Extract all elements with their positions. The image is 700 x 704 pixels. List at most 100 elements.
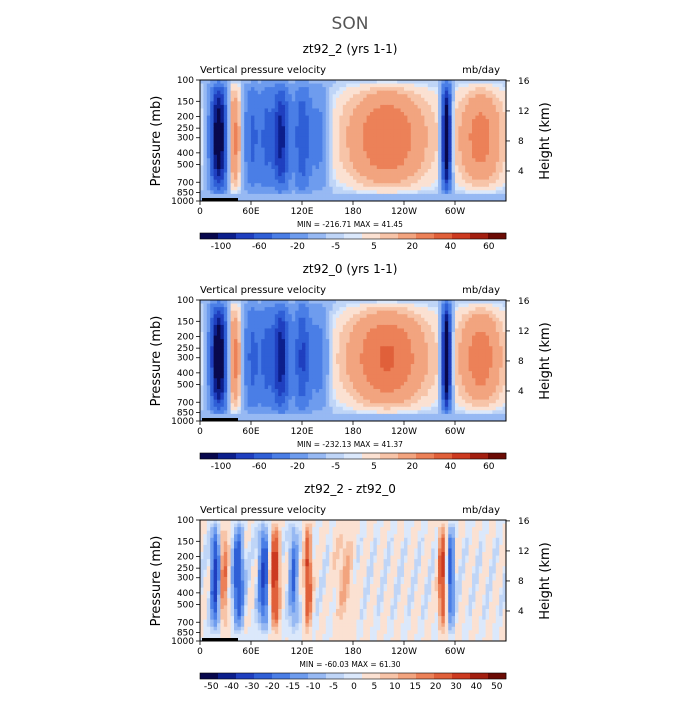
panel-3-colorbar-swatch bbox=[344, 673, 362, 679]
panel-3-xtick-label: 120E bbox=[291, 647, 314, 657]
panel-3-ytick-label: 300 bbox=[177, 574, 194, 584]
panel-2-ytick-label: 300 bbox=[177, 354, 194, 364]
panel-3-colorbar-swatch bbox=[290, 673, 308, 679]
figure-title: SON bbox=[332, 14, 369, 34]
panel-3-colorbar-label: -30 bbox=[245, 682, 260, 692]
panel-1-field bbox=[200, 80, 506, 201]
panel-1-colorbar-swatch bbox=[254, 233, 272, 239]
panel-3-ytick-label: 500 bbox=[177, 601, 194, 611]
panel-1-ytick-label: 200 bbox=[177, 112, 194, 122]
panel-3-y2tick-label: 4 bbox=[518, 607, 524, 617]
panel-1-ytick-label: 400 bbox=[177, 149, 194, 159]
panel-2-ytick-label: 200 bbox=[177, 332, 194, 342]
panel-3-colorbar-swatch bbox=[380, 673, 398, 679]
panel-2-y2tick-label: 8 bbox=[518, 357, 524, 367]
panel-3-y2label: Height (km) bbox=[538, 542, 553, 619]
panel-2-ytick-label: 700 bbox=[177, 398, 194, 408]
panel-2-colorbar-label: -100 bbox=[211, 462, 232, 472]
panel-2-colorbar-swatch bbox=[326, 453, 344, 459]
panel-3: zt92_2 - zt92_0 Vertical pressure veloci… bbox=[149, 482, 553, 692]
panel-1-colorbar-label: -5 bbox=[331, 242, 340, 252]
panel-1: zt92_2 (yrs 1-1) Vertical pressure veloc… bbox=[149, 42, 553, 252]
panel-1-y2tick-label: 12 bbox=[518, 107, 529, 117]
panel-3-stats: MIN = -60.03 MAX = 61.30 bbox=[299, 660, 400, 669]
panel-2-xtick-label: 120W bbox=[391, 427, 417, 437]
panel-3-colorbar-swatch bbox=[416, 673, 434, 679]
panel-3-xtick-label: 60E bbox=[242, 647, 259, 657]
panel-2-y2tick-label: 12 bbox=[518, 327, 529, 337]
panel-3-colorbar-swatch bbox=[326, 673, 344, 679]
panel-3-colorbar-swatch bbox=[236, 673, 254, 679]
panel-2-colorbar-swatch bbox=[452, 453, 470, 459]
panel-2-colorbar-swatch bbox=[254, 453, 272, 459]
panel-3-colorbar-swatch bbox=[398, 673, 416, 679]
panel-1-y2tick-label: 4 bbox=[518, 167, 524, 177]
panel-3-y2tick-label: 12 bbox=[518, 547, 529, 557]
panel-1-colorbar-label: -60 bbox=[252, 242, 267, 252]
panel-3-colorbar-label: 5 bbox=[372, 682, 378, 692]
panel-2-ytick-label: 500 bbox=[177, 381, 194, 391]
panel-1-ytick-label: 700 bbox=[177, 178, 194, 188]
panel-1-xtick-label: 120E bbox=[291, 207, 314, 217]
panel-2-colorbar-swatch bbox=[344, 453, 362, 459]
panel-1-colorbar-label: 20 bbox=[407, 242, 419, 252]
panel-2-colorbar-swatch bbox=[362, 453, 380, 459]
panel-2-ytick-label: 100 bbox=[177, 296, 194, 306]
panel-2-y2tick-label: 16 bbox=[518, 297, 530, 307]
panel-3-colorbar-swatch bbox=[470, 673, 488, 679]
panel-1-colorbar-swatch bbox=[434, 233, 452, 239]
panel-3-y2tick-label: 16 bbox=[518, 517, 530, 527]
panel-1-xtick-label: 60E bbox=[242, 207, 259, 217]
panel-1-colorbar-swatch bbox=[380, 233, 398, 239]
panel-1-colorbar-swatch bbox=[272, 233, 290, 239]
panel-1-colorbar-swatch bbox=[470, 233, 488, 239]
panel-2-colorbar-swatch bbox=[236, 453, 254, 459]
panel-2-xtick-label: 60W bbox=[445, 427, 465, 437]
panel-2-colorbar-swatch bbox=[398, 453, 416, 459]
panel-1-ytick-label: 500 bbox=[177, 161, 194, 171]
panel-1-ytick-label: 250 bbox=[177, 124, 194, 134]
panel-3-ytick-label: 150 bbox=[177, 537, 194, 547]
panel-2-colorbar-label: -60 bbox=[252, 462, 267, 472]
panel-3-colorbar-label: -40 bbox=[224, 682, 239, 692]
panel-1-colorbar-swatch bbox=[452, 233, 470, 239]
panel-2-colorbar-swatch bbox=[416, 453, 434, 459]
panel-3-colorbar-label: 40 bbox=[471, 682, 483, 692]
panel-1-colorbar-label: 60 bbox=[483, 242, 495, 252]
panel-1-colorbar-swatch bbox=[488, 233, 506, 239]
panel-3-colorbar-swatch bbox=[434, 673, 452, 679]
panel-1-colorbar-swatch bbox=[362, 233, 380, 239]
panel-2-colorbar-swatch bbox=[470, 453, 488, 459]
panel-1-colorbar-swatch bbox=[200, 233, 218, 239]
panel-2-field bbox=[200, 300, 506, 421]
panel-3-ytick-label: 1000 bbox=[171, 637, 194, 647]
panel-1-colorbar-label: 40 bbox=[445, 242, 457, 252]
panel-1-xtick-label: 60W bbox=[445, 207, 465, 217]
panel-2-xtick-label: 60E bbox=[242, 427, 259, 437]
panel-3-xtick-label: 60W bbox=[445, 647, 465, 657]
panel-1-ytick-label: 1000 bbox=[171, 197, 194, 207]
panel-2-colorbar-label: -20 bbox=[290, 462, 305, 472]
panel-3-colorbar-label: -50 bbox=[204, 682, 219, 692]
panel-3-colorbar-swatch bbox=[272, 673, 290, 679]
panel-1-colorbar-label: -100 bbox=[211, 242, 232, 252]
panel-2-xtick-label: 0 bbox=[197, 427, 203, 437]
panel-2-colorbar-swatch bbox=[488, 453, 506, 459]
panel-2-stats: MIN = -232.13 MAX = 41.37 bbox=[297, 440, 403, 449]
panel-3-field bbox=[200, 520, 506, 641]
panel-1-colorbar-label: 5 bbox=[371, 242, 377, 252]
panel-1-xtick-label: 180 bbox=[344, 207, 361, 217]
panel-1-ytick-label: 100 bbox=[177, 76, 194, 86]
panel-1-colorbar-swatch bbox=[290, 233, 308, 239]
panel-1-xtick-label: 120W bbox=[391, 207, 417, 217]
panel-2-colorbar-label: 60 bbox=[483, 462, 495, 472]
panel-1-colorbar-label: -20 bbox=[290, 242, 305, 252]
panel-3-colorbar-label: 10 bbox=[389, 682, 401, 692]
panel-2-colorbar-swatch bbox=[218, 453, 236, 459]
panel-1-colorbar-swatch bbox=[236, 233, 254, 239]
panel-1-stats: MIN = -216.71 MAX = 41.45 bbox=[297, 220, 403, 229]
panel-1-ylabel: Pressure (mb) bbox=[149, 96, 164, 187]
panel-1-colorbar-swatch bbox=[344, 233, 362, 239]
